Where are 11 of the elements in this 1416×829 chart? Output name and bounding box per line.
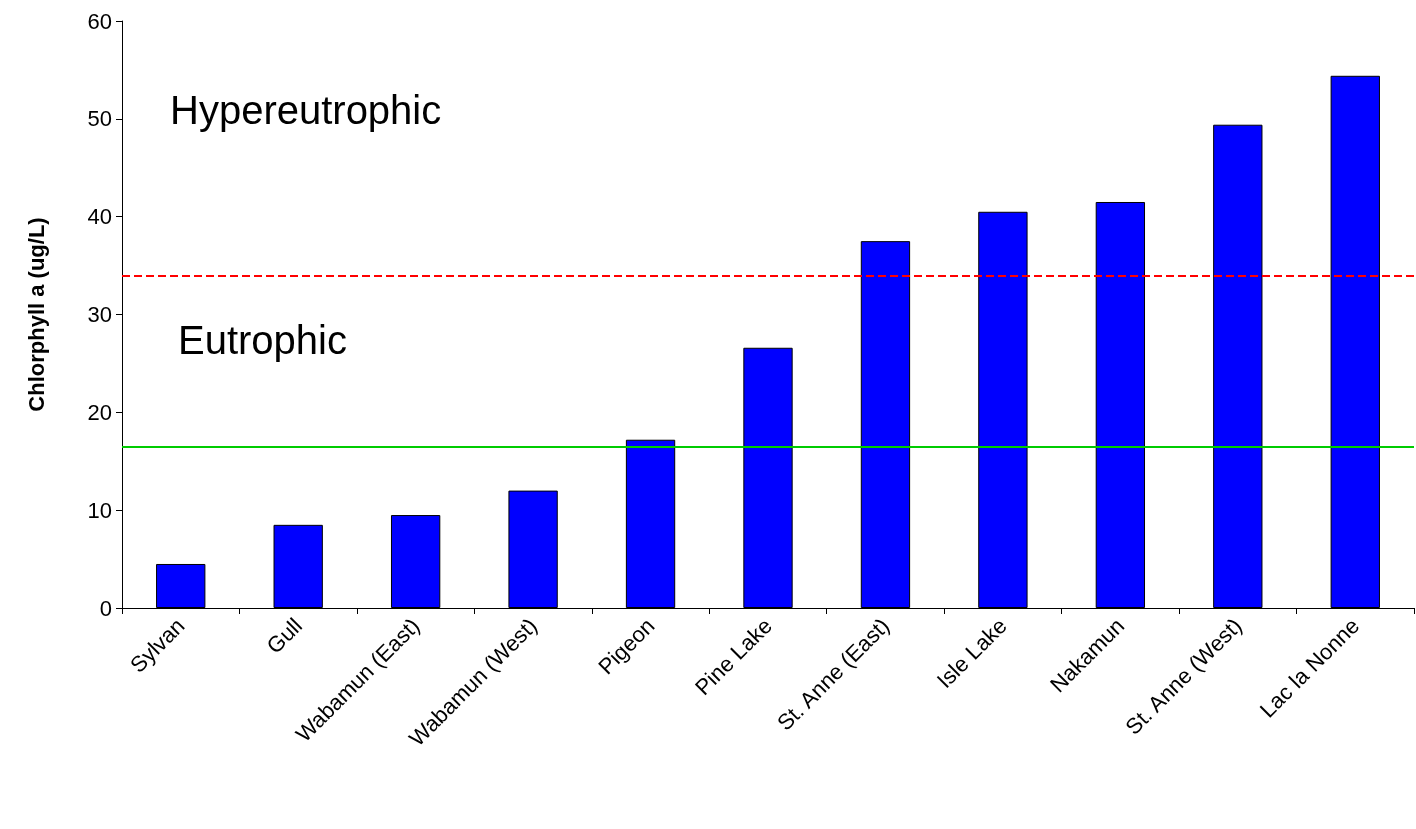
y-axis-title: Chlorphyll a (ug/L) xyxy=(23,217,49,412)
annotation: Hypereutrophic xyxy=(170,88,442,132)
y-tick-label: 60 xyxy=(87,8,112,34)
y-tick-label: 0 xyxy=(99,595,112,621)
y-tick-label: 30 xyxy=(87,302,112,327)
annotation: Eutrophic xyxy=(178,318,347,362)
y-tick-label: 20 xyxy=(87,399,112,425)
y-tick-label: 10 xyxy=(87,497,112,523)
y-tick-label: 50 xyxy=(87,106,112,132)
x-tick-label: Gull xyxy=(261,613,308,659)
y-tick-label: 40 xyxy=(87,204,112,230)
